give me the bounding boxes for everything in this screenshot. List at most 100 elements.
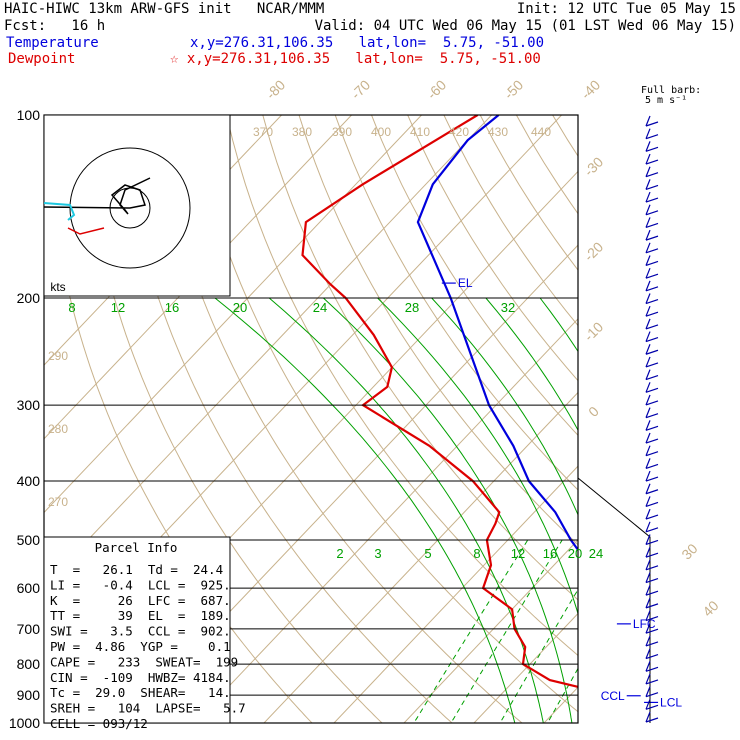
pressure-label: 700 bbox=[17, 621, 41, 637]
wind-barb bbox=[645, 615, 659, 622]
wind-barb bbox=[645, 387, 659, 393]
wind-barb-feather bbox=[645, 711, 651, 723]
dry-adiabat bbox=[262, 115, 578, 601]
valid-time: Valid: 04 UTC Wed 06 May 15 (01 LST Wed … bbox=[314, 18, 736, 34]
wind-barb bbox=[645, 451, 659, 457]
level-label: CCL bbox=[601, 689, 625, 703]
wind-barb-feather bbox=[645, 166, 651, 177]
wind-barb bbox=[645, 121, 659, 127]
mixing-ratio-label: 2 bbox=[336, 546, 343, 561]
wind-barb-feather bbox=[645, 356, 651, 368]
wind-barb bbox=[645, 628, 659, 634]
isotherm-label: -10 bbox=[581, 319, 607, 345]
wind-barb bbox=[645, 286, 659, 292]
wind-barb bbox=[645, 159, 659, 165]
wind-barb-feather bbox=[645, 610, 651, 621]
wind-barb-feather bbox=[645, 217, 651, 228]
mixing-ratio-label: 28 bbox=[405, 300, 419, 315]
forecast-hour: Fcst: 16 h bbox=[4, 18, 106, 34]
wind-barb bbox=[645, 298, 659, 305]
mixing-ratio-label: 3 bbox=[374, 546, 381, 561]
wind-barb-feather bbox=[645, 331, 651, 342]
dry-adiabat bbox=[334, 115, 578, 491]
wind-barb bbox=[645, 704, 659, 710]
wind-barb bbox=[645, 235, 659, 241]
theta-e-label: 390 bbox=[332, 125, 352, 139]
wind-barb-feather bbox=[645, 458, 651, 469]
parcel-info-title: Parcel Info bbox=[95, 540, 178, 555]
parcel-info-row: CIN = -109 HWBZ= 4184. bbox=[50, 670, 231, 685]
wind-barb-feather bbox=[645, 242, 651, 254]
barb-legend-unit: 5 m s⁻¹ bbox=[645, 95, 688, 106]
parcel-info-row: Tc = 29.0 SHEAR= 14. bbox=[50, 685, 231, 700]
mixing-ratio-label: 12 bbox=[511, 546, 525, 561]
mixing-ratio-label: 8 bbox=[68, 300, 75, 315]
wind-barb-feather bbox=[645, 559, 651, 571]
wind-barb bbox=[645, 362, 659, 368]
parcel-info-row: PW = 4.86 YGP = 0.1 bbox=[50, 639, 231, 654]
dewpoint-profile bbox=[301, 115, 578, 689]
dry-adiabat bbox=[298, 115, 578, 546]
mixing-ratio-label: 5 bbox=[424, 546, 431, 561]
dry-adiabat bbox=[734, 115, 740, 736]
dry-adiabat bbox=[117, 115, 453, 723]
wind-barb bbox=[645, 679, 659, 685]
barb-column-edge bbox=[577, 477, 651, 723]
isotherm-label: -20 bbox=[581, 239, 607, 265]
plot-frame bbox=[43, 114, 579, 724]
wind-barb bbox=[645, 273, 659, 279]
wind-barb-feather bbox=[645, 597, 651, 609]
pressure-label: 800 bbox=[17, 656, 41, 672]
dry-adiabat bbox=[189, 115, 578, 713]
wind-barb-feather bbox=[645, 255, 651, 266]
temperature-legend: Temperature bbox=[6, 35, 99, 51]
pressure-label: 200 bbox=[17, 290, 41, 306]
theta-e-label: 430 bbox=[488, 125, 508, 139]
wind-barb bbox=[645, 375, 659, 381]
wind-barb-feather bbox=[645, 204, 651, 215]
mixing-ratio-label: 20 bbox=[233, 300, 247, 315]
wind-barb-feather bbox=[645, 369, 651, 380]
wind-barb-feather bbox=[645, 445, 651, 456]
wind-barb bbox=[645, 172, 659, 178]
mixing-ratio-line bbox=[413, 539, 529, 723]
parcel-info-row: TT = 39 EL = 189. bbox=[50, 608, 231, 623]
dry-adiabat bbox=[407, 115, 578, 382]
wind-barbs bbox=[577, 115, 659, 723]
wind-barb-feather bbox=[645, 191, 651, 203]
isotherm-line bbox=[263, 391, 578, 723]
wind-barb bbox=[645, 210, 659, 216]
wind-barb-feather bbox=[645, 267, 651, 279]
wind-barb bbox=[645, 539, 659, 546]
wind-barb bbox=[645, 324, 659, 330]
wind-barb bbox=[645, 565, 659, 571]
wind-barb bbox=[645, 717, 659, 723]
theta-e-label: 420 bbox=[449, 125, 469, 139]
wind-barb-feather bbox=[645, 496, 651, 507]
mixing-ratio-label: 24 bbox=[313, 300, 327, 315]
moist-adiabat bbox=[485, 297, 578, 432]
moist-adiabat bbox=[431, 297, 578, 517]
wind-barb-feather bbox=[645, 699, 651, 710]
wind-barb bbox=[645, 248, 659, 254]
wind-barb-feather bbox=[645, 584, 651, 596]
wind-barb-feather bbox=[645, 420, 651, 431]
wind-barb bbox=[645, 577, 659, 584]
theta-e-label: 410 bbox=[410, 125, 430, 139]
hodograph-trace bbox=[43, 177, 151, 215]
wind-barb-feather bbox=[645, 432, 651, 444]
wind-barb bbox=[645, 603, 659, 609]
wind-barb-feather bbox=[645, 128, 651, 139]
pressure-label: 1000 bbox=[9, 715, 40, 731]
dry-adiabat bbox=[661, 115, 740, 736]
wind-barb bbox=[645, 501, 659, 507]
theta-e-label: 280 bbox=[48, 422, 68, 436]
mixing-ratio-label: 16 bbox=[165, 300, 179, 315]
theta-e-label: 440 bbox=[531, 125, 551, 139]
barb-legend-title: Full barb: bbox=[641, 85, 702, 96]
wind-barb bbox=[645, 425, 659, 431]
isotherm-line bbox=[602, 115, 740, 736]
dry-adiabat bbox=[479, 115, 578, 271]
wind-barb bbox=[645, 134, 659, 140]
